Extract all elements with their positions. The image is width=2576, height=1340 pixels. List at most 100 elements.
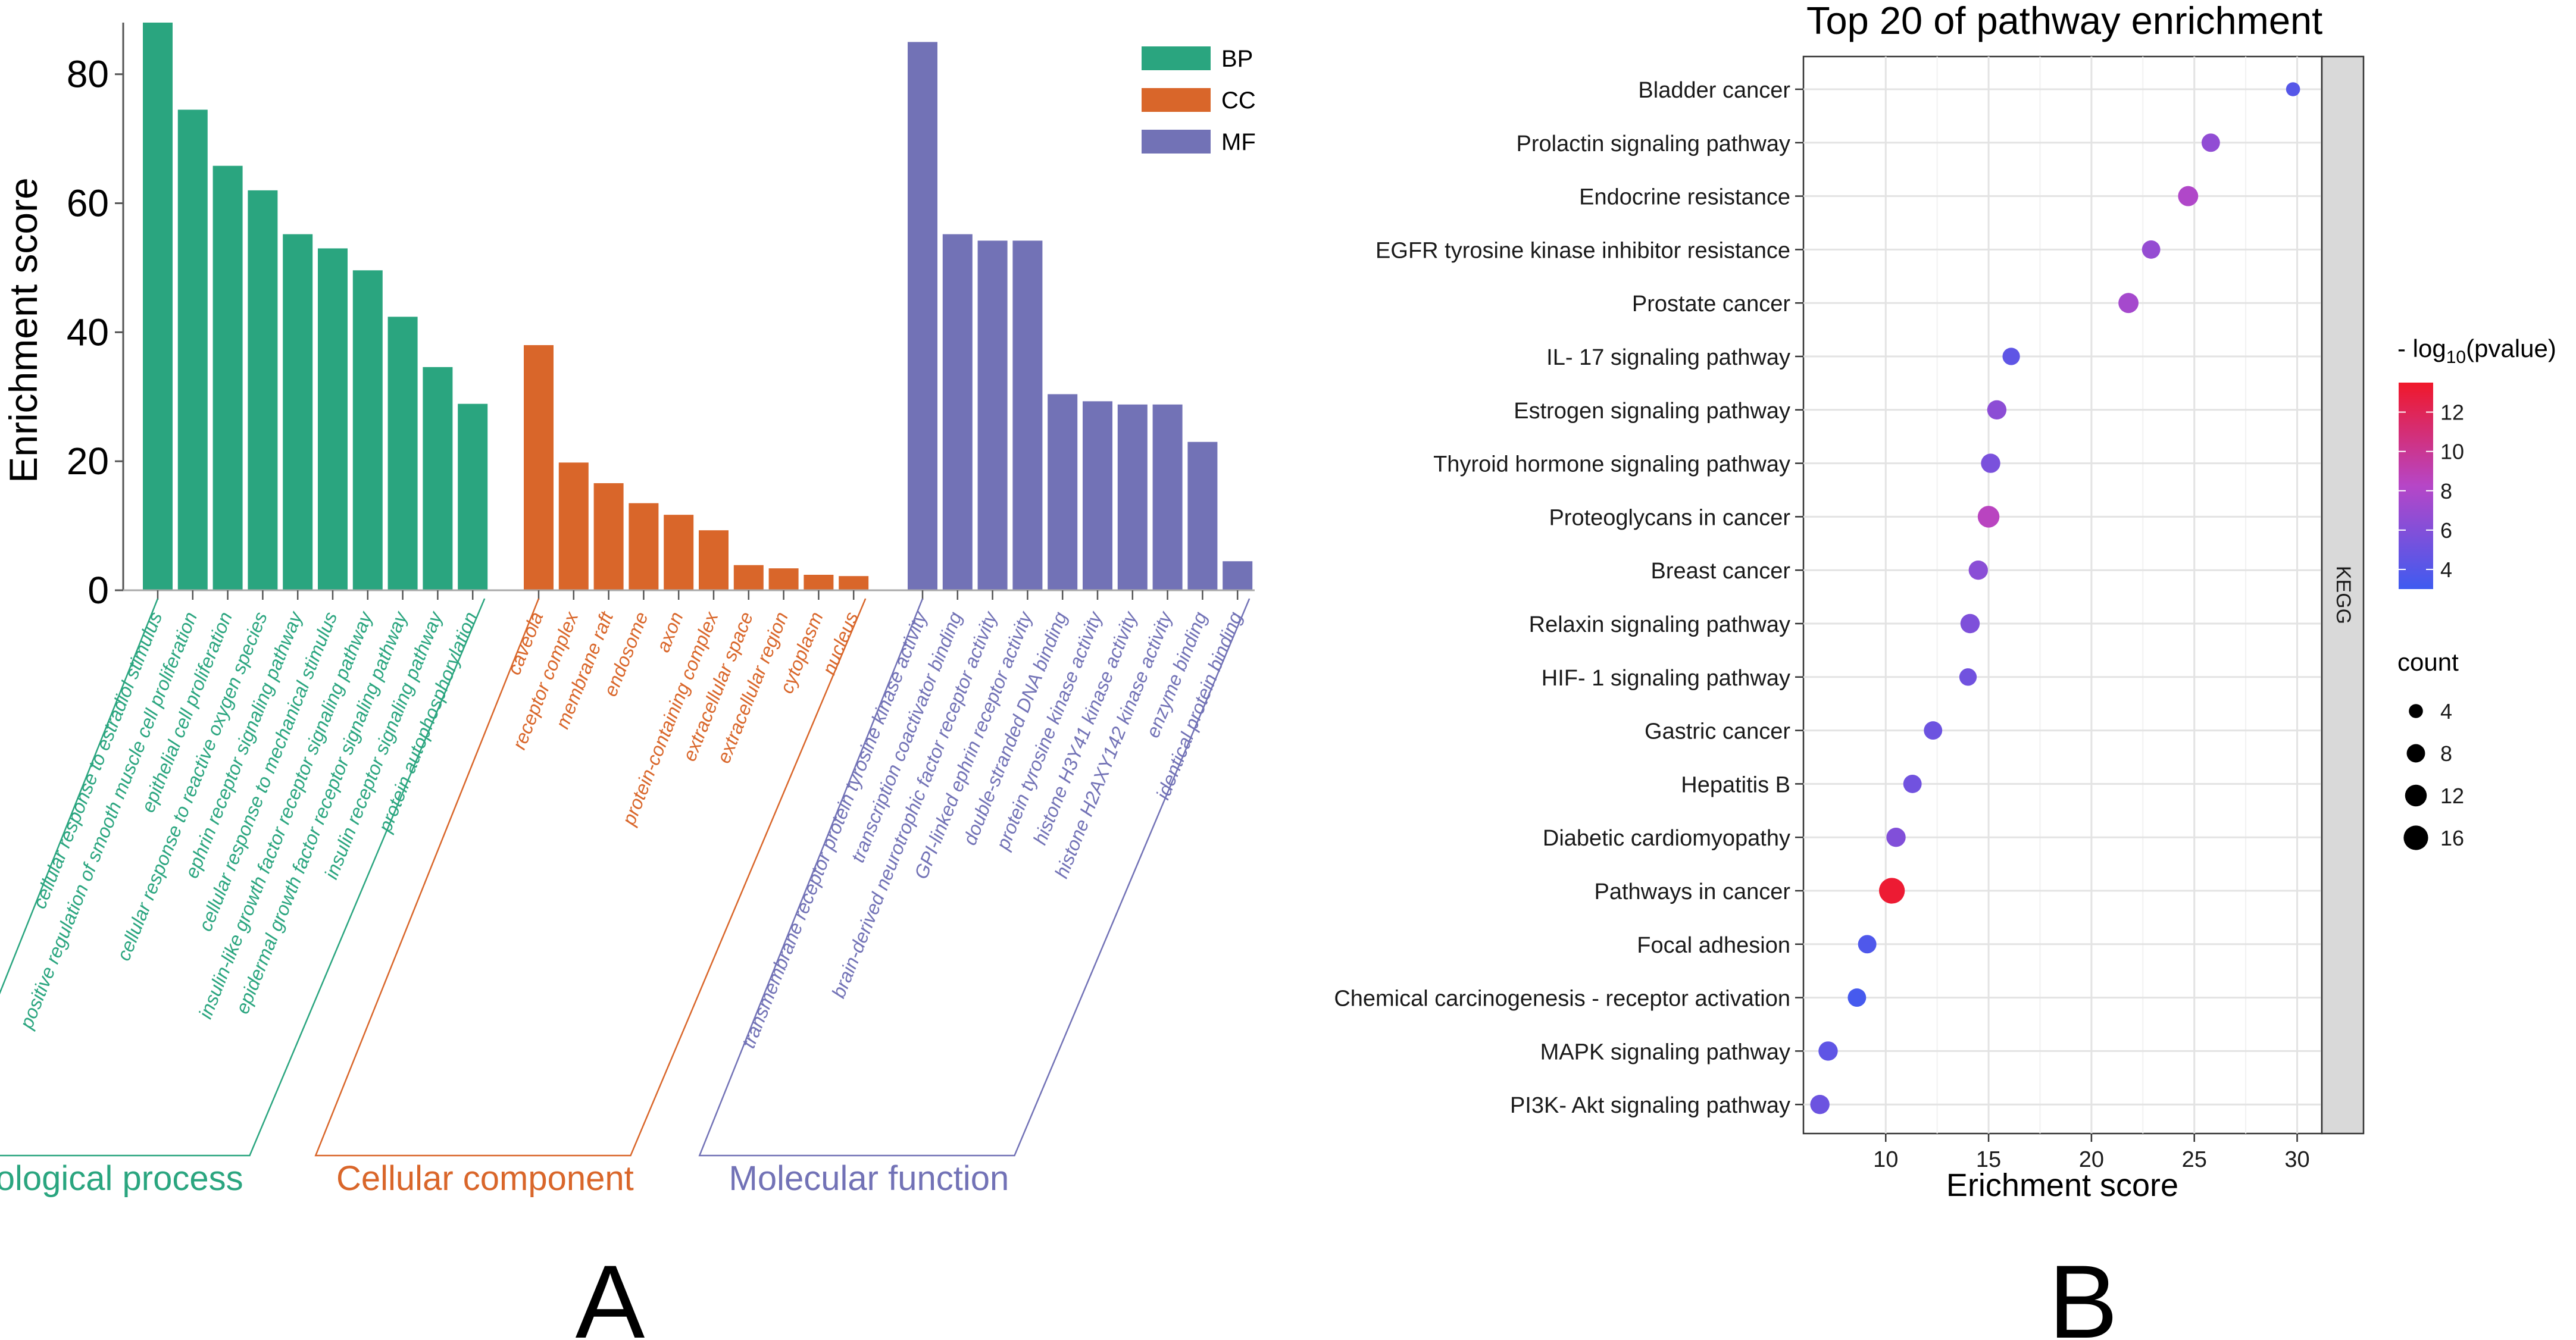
x-tick-label: axon: [652, 609, 687, 655]
bar-cc: [839, 576, 869, 590]
x-tick-label: 25: [2182, 1147, 2207, 1172]
bar-cc: [593, 483, 624, 590]
bar-bp: [212, 165, 243, 590]
y-tick-label: Estrogen signaling pathway: [1514, 399, 1790, 424]
x-tick-label: 15: [1976, 1147, 2001, 1172]
y-tick-label: Relaxin signaling pathway: [1529, 612, 1790, 637]
y-tick-label: Diabetic cardiomyopathy: [1543, 826, 1790, 851]
bar-cc: [804, 574, 834, 590]
point: [2286, 82, 2300, 96]
bar-cc: [768, 568, 799, 590]
bar-cc: [558, 462, 589, 590]
chart-title: Top 20 of pathway enrichment: [1806, 0, 2322, 42]
y-axis-title: Enrichment score: [1, 177, 45, 483]
bar-cc: [699, 530, 729, 590]
y-tick-label: Endocrine resistance: [1579, 185, 1790, 210]
bar-bp: [352, 270, 383, 591]
y-tick-label: 60: [67, 182, 109, 225]
y-tick-label: Pathways in cancer: [1595, 879, 1791, 904]
y-axis: 0 20 40 60 80: [67, 23, 124, 612]
point: [1878, 878, 1905, 904]
panel-b-dot-plot: Top 20 of pathway enrichment Bladder can…: [1334, 0, 2556, 1340]
bar-mf: [942, 234, 973, 591]
bar-cc: [629, 503, 659, 590]
y-tick-label: EGFR tyrosine kinase inhibitor resistanc…: [1375, 238, 1790, 263]
bar-mf: [1223, 561, 1253, 590]
point: [1924, 721, 1943, 740]
y-tick-label: HIF- 1 signaling pathway: [1542, 666, 1790, 691]
legend-swatch-mf: [1142, 130, 1211, 154]
bar-mf: [1048, 394, 1078, 590]
point: [2002, 347, 2020, 365]
facet-label: KEGG: [2332, 566, 2355, 624]
bar-cc: [733, 565, 764, 590]
y-tick-label: 0: [87, 569, 109, 612]
point: [1818, 1041, 1838, 1061]
points: [1810, 82, 2300, 1114]
bar-mf: [1012, 240, 1043, 590]
bar-bp: [458, 403, 488, 590]
y-tick-label: Prostate cancer: [1632, 292, 1790, 317]
point: [2178, 186, 2199, 206]
bar-mf: [1117, 404, 1148, 590]
y-tick-label: 80: [67, 53, 109, 96]
color-legend-ticks: 4 6 8 10 12: [2399, 400, 2464, 582]
size-legend-label: 4: [2440, 699, 2452, 724]
bar-bp: [387, 317, 418, 590]
bar-bp: [248, 190, 278, 590]
size-legend-dot: [2406, 744, 2425, 763]
color-legend-title-sub: 10: [2446, 347, 2466, 367]
point: [1903, 774, 1922, 793]
legend: BP CC MF: [1142, 46, 1256, 155]
plot-panel: [1802, 55, 2323, 1135]
point: [2142, 240, 2161, 259]
x-axis: cellular response to estradiol stimulusp…: [15, 589, 1255, 1051]
group-title-cc: Cellular component: [336, 1159, 634, 1198]
y-tick-label: Breast cancer: [1651, 559, 1791, 584]
size-legend-dot: [2409, 704, 2423, 718]
bar-mf: [1083, 401, 1112, 590]
color-legend-tick-label: 8: [2440, 479, 2452, 503]
point: [1810, 1095, 1830, 1114]
x-tick-label: 20: [2079, 1147, 2104, 1172]
grid: [1803, 57, 2322, 1134]
point: [2118, 293, 2139, 314]
y-tick-label: PI3K- Akt signaling pathway: [1510, 1093, 1790, 1118]
group-title-mf: Molecular function: [729, 1159, 1009, 1198]
bar-bp: [318, 248, 348, 590]
group-brackets: Biological process Cellular component Mole…: [0, 598, 1251, 1198]
bar-bp: [177, 109, 208, 590]
color-legend-tick-label: 6: [2440, 518, 2452, 543]
color-legend-tick-label: 4: [2440, 558, 2452, 582]
bar-cc: [664, 515, 694, 590]
y-tick-label: Hepatitis B: [1681, 772, 1790, 797]
size-legend-dot: [2405, 784, 2427, 807]
size-legend: count 4 8 12 16: [2397, 648, 2464, 850]
y-tick-label: Bladder cancer: [1638, 78, 1790, 103]
color-legend-title-rest: (pvalue): [2466, 334, 2556, 362]
bar-mf: [908, 42, 937, 591]
size-legend-title: count: [2397, 648, 2459, 676]
y-tick-label: Focal adhesion: [1637, 933, 1790, 958]
x-axis-title: Erichment score: [1946, 1167, 2178, 1203]
color-legend-bar: [2399, 383, 2433, 589]
bar-mf: [977, 240, 1008, 590]
color-legend-title-main: - log: [2397, 334, 2446, 362]
bar-mf: [1187, 442, 1218, 590]
bracket-cc: [314, 598, 867, 1157]
bar-bp: [143, 23, 173, 590]
legend-label-mf: MF: [1221, 129, 1256, 155]
size-legend-label: 16: [2440, 826, 2464, 850]
color-legend-tick-label: 10: [2440, 440, 2464, 464]
point: [1959, 668, 1977, 686]
legend-swatch-bp: [1142, 46, 1211, 70]
y-tick-label: Gastric cancer: [1645, 719, 1790, 744]
bar-mf: [1152, 404, 1183, 590]
panel-a-bar-chart: 0 20 40 60 80 Enrichment score cellular resp…: [0, 23, 1256, 1340]
y-tick-label: IL- 17 signaling pathway: [1546, 345, 1790, 370]
size-legend-keys: 4 8 12 16: [2403, 699, 2464, 850]
point: [1981, 453, 2000, 473]
panel-label-a: A: [576, 1244, 645, 1340]
